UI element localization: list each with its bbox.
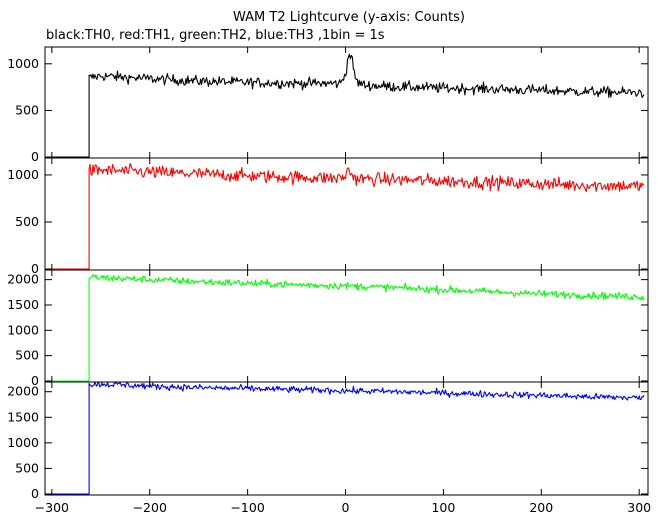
- x-tick-label--100: −100: [230, 500, 264, 515]
- y-tick-label-th1-1000: 1000: [7, 167, 39, 182]
- panel-frame-th3: [44, 381, 649, 496]
- y-tick-label-th0-1000: 1000: [7, 56, 39, 71]
- x-tick-label--300: −300: [35, 500, 69, 515]
- lightcurve-th0: [45, 53, 645, 158]
- y-tick-label-th3-500: 500: [15, 460, 39, 475]
- x-tick-label-300: 300: [627, 500, 651, 515]
- panels-group: 0500100005001000050010001500200005001000…: [7, 46, 649, 501]
- y-tick-label-th2-2000: 2000: [7, 272, 39, 287]
- lightcurve-th2: [45, 274, 645, 382]
- lightcurve-th1: [45, 162, 645, 270]
- panel-frame-th0: [44, 46, 649, 159]
- panel-th3: 0 500 1000 1500 2000: [7, 381, 649, 501]
- x-tick-label-100: 100: [431, 500, 455, 515]
- y-tick-label-th1-0: 0: [31, 261, 39, 276]
- y-tick-label-th3-1500: 1500: [7, 409, 39, 424]
- lightcurve-th3: [45, 381, 645, 495]
- y-tick-label-th2-1500: 1500: [7, 297, 39, 312]
- y-tick-label-th2-500: 500: [15, 348, 39, 363]
- panel-th2: 0 500 1000 1500 2000: [7, 269, 649, 388]
- panel-th1: 0 500 1000: [7, 157, 649, 276]
- y-tick-label-th2-1000: 1000: [7, 322, 39, 337]
- y-tick-label-th1-500: 500: [15, 214, 39, 229]
- x-tick-label-0: 0: [342, 500, 350, 515]
- x-tick-label--200: −200: [133, 500, 167, 515]
- panel-th0: 0 500 1000: [7, 46, 649, 164]
- y-tick-label-th0-0: 0: [31, 149, 39, 164]
- y-tick-label-th3-1000: 1000: [7, 435, 39, 450]
- x-tick-label-200: 200: [529, 500, 553, 515]
- chart-title: WAM T2 Lightcurve (y-axis: Counts): [233, 10, 465, 25]
- chart-subtitle: black:TH0, red:TH1, green:TH2, blue:TH3 …: [46, 28, 385, 43]
- y-tick-label-th3-0: 0: [31, 486, 39, 501]
- y-tick-label-th0-500: 500: [15, 102, 39, 117]
- y-tick-label-th3-2000: 2000: [7, 384, 39, 399]
- y-tick-label-th2-0: 0: [31, 373, 39, 388]
- x-axis: −300 −200 −100 0 100 200 300: [35, 500, 651, 515]
